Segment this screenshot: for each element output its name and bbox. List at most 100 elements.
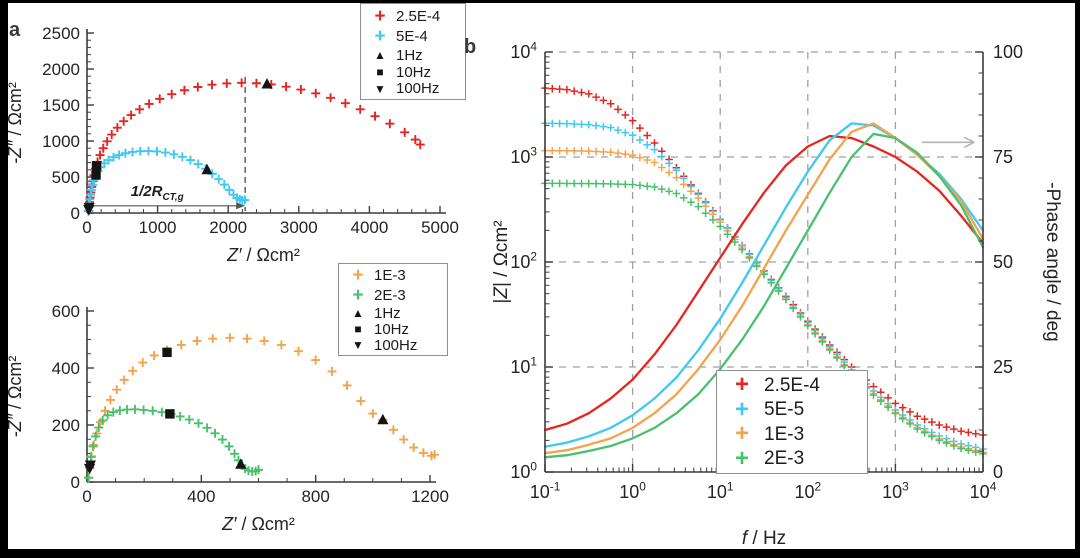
svg-text:2500: 2500 — [42, 24, 80, 43]
legend-label: 1E-3 — [374, 267, 406, 285]
annotation-half-rct: 1/2RCT,g — [87, 76, 246, 211]
axis-tick-labels: 10-1 100 101 102 103 104100101102103104025507… — [510, 39, 1023, 502]
svg-text:3000: 3000 — [280, 218, 318, 237]
legend-item: ■ 10Hz — [364, 65, 462, 80]
svg-text:1200: 1200 — [411, 487, 449, 506]
svg-text:1500: 1500 — [42, 96, 80, 115]
svg-text:104: 104 — [970, 479, 997, 502]
svg-text:103: 103 — [882, 479, 909, 502]
svg-text:102: 102 — [510, 249, 537, 272]
nyquist-panel-nyquist_top: 0 1000 2000 3000 4000 5000 0 500 1000 1500 2000 250… — [5, 24, 459, 265]
triangle-down-marker-icon: ▼ — [352, 338, 364, 353]
legend-bode: +2.5E-4 +5E-5 +1E-3 +2E-3 — [716, 370, 868, 474]
svg-text:1000: 1000 — [139, 218, 177, 237]
svg-text:400: 400 — [187, 487, 215, 506]
frame-left-edge — [0, 0, 8, 558]
svg-text:1000: 1000 — [42, 132, 80, 151]
frequency-markers — [83, 78, 273, 216]
frame-top-edge — [0, 0, 1080, 3]
legend-label: 5E-4 — [396, 28, 428, 46]
right-axis-arrow — [921, 136, 975, 149]
legend-item: +2.5E-4 — [364, 7, 462, 26]
legend-item: +2E-3 — [342, 286, 444, 305]
legend-label: 2.5E-4 — [764, 374, 820, 396]
legend-label: 5E-5 — [764, 399, 805, 421]
plus-marker-icon: + — [734, 444, 749, 472]
svg-text:0: 0 — [993, 462, 1003, 482]
legend-label: 2.5E-4 — [396, 7, 441, 25]
axis-titles: f / Hz |Z| / Ωcm² -Phase angle / deg — [491, 182, 1063, 549]
svg-text:75: 75 — [993, 147, 1013, 167]
svg-text:100: 100 — [619, 479, 646, 502]
plus-marker-icon: + — [352, 265, 364, 287]
plus-marker-icon: + — [734, 420, 749, 448]
svg-text:2000: 2000 — [209, 218, 247, 237]
svg-text:0: 0 — [71, 204, 80, 223]
svg-text:102: 102 — [794, 479, 821, 502]
plus-marker-icon: + — [352, 285, 364, 307]
legend-item: +1E-3 — [342, 266, 444, 285]
legend-item: +5E-5 — [720, 395, 864, 423]
svg-text:25: 25 — [993, 357, 1013, 377]
frequency-markers — [83, 347, 389, 475]
svg-text:2000: 2000 — [42, 60, 80, 79]
svg-text:Z′ / Ωcm²: Z′ / Ωcm² — [221, 514, 295, 534]
triangle-down-marker-icon: ▼ — [374, 81, 386, 96]
legend-label: 10Hz — [374, 320, 410, 338]
legend-nyquist-top: +2.5E-4 +5E-4 ▲ 1Hz ■ 10Hz ▼ 100Hz — [360, 3, 466, 100]
axis-titles: Z′ / Ωcm² -Z″ / Ωcm² — [5, 356, 295, 534]
svg-text:1/2RCT,g: 1/2RCT,g — [131, 183, 184, 203]
svg-text:f / Hz: f / Hz — [742, 528, 786, 549]
svg-text:Z′ / Ωcm²: Z′ / Ωcm² — [226, 245, 300, 265]
svg-text:500: 500 — [52, 168, 80, 187]
legend-item: +5E-4 — [364, 27, 462, 46]
plus-marker-icon: + — [734, 371, 749, 399]
nyquist-panel-nyquist_bottom: 0 400 800 1200 0 200 400 600 Z′ / Ωcm² -Z″ / Ωcm² — [5, 302, 449, 534]
svg-text:800: 800 — [301, 487, 329, 506]
legend-nyquist-bottom: +1E-3 +2E-3 ▲ 1Hz ■ 10Hz ▼ 100Hz — [338, 263, 448, 356]
plus-marker-icon: + — [374, 26, 386, 48]
svg-text:104: 104 — [510, 39, 537, 62]
legend-item: ▼ 100Hz — [342, 338, 444, 353]
plus-marker-icon: + — [734, 395, 749, 423]
svg-text:4000: 4000 — [350, 218, 388, 237]
triangle-up-marker-icon: ▲ — [374, 48, 386, 63]
legend-label: 1Hz — [396, 46, 423, 64]
legend-item: +1E-3 — [720, 422, 864, 446]
axis-titles: Z′ / Ωcm² -Z″ / Ωcm² — [5, 82, 300, 265]
svg-text:600: 600 — [52, 302, 80, 321]
svg-text:5000: 5000 — [421, 218, 459, 237]
legend-label: 2E-3 — [374, 287, 406, 305]
legend-item: +2E-3 — [720, 444, 864, 472]
legend-label: 10Hz — [396, 63, 432, 81]
axis-tick-labels: 0 1000 2000 3000 4000 5000 0 500 1000 1500 2000 250… — [42, 24, 459, 237]
frame-right-edge — [1075, 0, 1080, 558]
svg-text:101: 101 — [510, 354, 537, 377]
svg-text:50: 50 — [993, 252, 1013, 272]
triangle-up-marker-icon: ▲ — [352, 306, 364, 321]
legend-item: +2.5E-4 — [720, 373, 864, 397]
svg-text:-Z″ / Ωcm²: -Z″ / Ωcm² — [5, 82, 25, 164]
square-marker-icon: ■ — [354, 322, 362, 337]
svg-text:10-1: 10-1 — [530, 479, 561, 502]
svg-text:200: 200 — [52, 416, 80, 435]
svg-text:-Phase angle / deg: -Phase angle / deg — [1042, 182, 1063, 342]
legend-label: 2E-3 — [764, 448, 805, 470]
svg-text:400: 400 — [52, 359, 80, 378]
axes — [86, 307, 436, 483]
legend-label: 100Hz — [396, 80, 440, 98]
legend-item: ■ 10Hz — [342, 322, 444, 337]
bode-panel: 10-1 100 101 102 103 104100101102103104025507… — [491, 39, 1063, 549]
svg-text:|Z| / Ωcm²: |Z| / Ωcm² — [491, 220, 512, 303]
svg-text:0: 0 — [82, 218, 91, 237]
svg-text:100: 100 — [993, 42, 1023, 62]
svg-text:0: 0 — [82, 487, 91, 506]
plus-marker-icon: + — [374, 5, 386, 27]
phase-series-2E-3 — [543, 132, 985, 459]
square-marker-icon: ■ — [376, 65, 384, 80]
panel-label-b: b — [464, 36, 477, 58]
legend-item: ▲ 1Hz — [342, 306, 444, 321]
svg-text:101: 101 — [707, 479, 734, 502]
